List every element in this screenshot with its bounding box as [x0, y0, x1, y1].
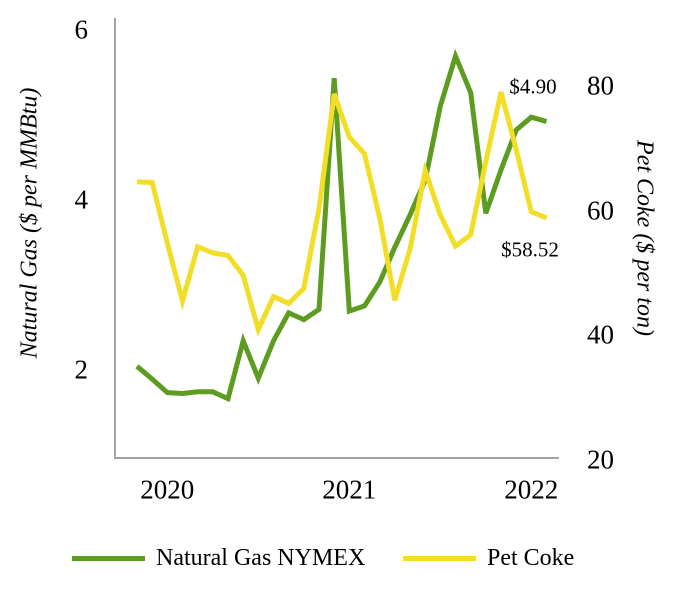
legend-swatch-natural-gas [72, 555, 145, 561]
right-axis-tick-60: 60 [587, 195, 614, 226]
left-axis-tick-4: 4 [74, 184, 89, 215]
right-axis-tick-20: 20 [587, 444, 614, 475]
left-axis-tick-6: 6 [74, 14, 89, 45]
series-layer [135, 48, 548, 403]
legend-item-natural-gas: Natural Gas NYMEX [72, 544, 365, 572]
legend-swatch-pet-coke [403, 555, 476, 561]
legend-label-natural-gas: Natural Gas NYMEX [156, 545, 366, 571]
right-axis-tick-40: 40 [587, 319, 614, 350]
legend-item-pet-coke: Pet Coke [403, 544, 574, 572]
annotation-pet-coke-last-value: $58.52 [501, 237, 559, 262]
x-axis-tick-2022: 2022 [504, 474, 559, 505]
x-axis-tick-2020: 2020 [140, 474, 195, 505]
annotation-natural-gas-last-value: $4.90 [509, 74, 557, 99]
right-axis-tick-80: 80 [587, 70, 614, 101]
x-axis-tick-2021: 2021 [322, 474, 377, 505]
left-axis-title: Natural Gas ($ per MMBtu) [16, 87, 43, 359]
legend-label-pet-coke: Pet Coke [487, 545, 575, 571]
natural-gas-nymex-line [135, 48, 548, 403]
right-axis-title: Pet Coke ($ per ton) [631, 140, 658, 336]
left-axis-tick-2: 2 [74, 354, 89, 385]
pet-coke-line [136, 91, 548, 337]
